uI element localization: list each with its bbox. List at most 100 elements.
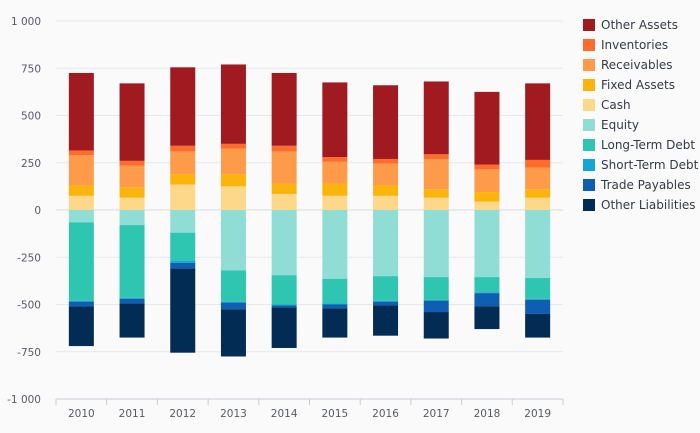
bar-segment-equity[interactable] — [525, 210, 551, 279]
bar-segment-short-term-debt[interactable] — [170, 261, 196, 263]
bar-segment-other-assets[interactable] — [373, 85, 399, 159]
bar-segment-receivables[interactable] — [423, 158, 449, 190]
bar-segment-other-assets[interactable] — [68, 72, 94, 151]
bar-segment-inventories[interactable] — [170, 145, 196, 152]
bar-segment-short-term-debt[interactable] — [68, 300, 94, 302]
bar-segment-short-term-debt[interactable] — [271, 304, 297, 306]
bar-segment-receivables[interactable] — [373, 163, 399, 186]
bar-segment-fixed-assets[interactable] — [119, 187, 145, 198]
bar-segment-short-term-debt[interactable] — [474, 292, 500, 294]
legend-item-cash[interactable]: Cash — [583, 98, 631, 112]
bar-segment-equity[interactable] — [373, 210, 399, 277]
bar-segment-fixed-assets[interactable] — [68, 185, 94, 196]
bar-segment-equity[interactable] — [322, 210, 348, 279]
bar-segment-trade-payables[interactable] — [220, 302, 246, 310]
bar-segment-long-term-debt[interactable] — [68, 222, 94, 301]
bar-segment-inventories[interactable] — [119, 160, 145, 166]
legend-item-equity[interactable]: Equity — [583, 118, 639, 132]
legend[interactable]: Other Assets Inventories Receivables Fixed … — [583, 18, 699, 212]
bar-segment-inventories[interactable] — [220, 143, 246, 149]
bar-segment-other-assets[interactable] — [474, 91, 500, 165]
bar-segment-other-liabilities[interactable] — [220, 309, 246, 357]
bar-segment-inventories[interactable] — [474, 164, 500, 170]
bar-segment-trade-payables[interactable] — [170, 262, 196, 269]
legend-item-inventories[interactable]: Inventories — [583, 38, 668, 52]
bar-segment-equity[interactable] — [170, 210, 196, 233]
bar-segment-short-term-debt[interactable] — [423, 299, 449, 301]
bar-segment-equity[interactable] — [68, 210, 94, 223]
bar-segment-receivables[interactable] — [525, 167, 551, 190]
bar-segment-fixed-assets[interactable] — [525, 189, 551, 198]
bar-segment-long-term-debt[interactable] — [525, 278, 551, 299]
bar-segment-equity[interactable] — [119, 210, 145, 226]
bar-segment-trade-payables[interactable] — [322, 304, 348, 309]
legend-item-trade-payables[interactable]: Trade Payables — [583, 178, 691, 192]
bar-segment-receivables[interactable] — [322, 161, 348, 184]
legend-item-other-liabilities[interactable]: Other Liabilities — [583, 198, 696, 212]
bar-segment-cash[interactable] — [525, 197, 551, 210]
legend-item-receivables[interactable]: Receivables — [583, 58, 673, 72]
bar-segment-short-term-debt[interactable] — [119, 297, 145, 299]
bar-segment-receivables[interactable] — [119, 165, 145, 188]
bar-segment-cash[interactable] — [423, 197, 449, 210]
bar-segment-other-assets[interactable] — [119, 83, 145, 161]
bar-segment-cash[interactable] — [474, 201, 500, 210]
bar-segment-long-term-debt[interactable] — [220, 270, 246, 302]
bar-segment-cash[interactable] — [271, 193, 297, 210]
bar-segment-receivables[interactable] — [220, 148, 246, 175]
bar-segment-trade-payables[interactable] — [68, 301, 94, 307]
legend-item-fixed-assets[interactable]: Fixed Assets — [583, 78, 675, 92]
bar-segment-other-assets[interactable] — [170, 67, 196, 146]
bar-segment-receivables[interactable] — [474, 169, 500, 193]
bar-segment-fixed-assets[interactable] — [322, 183, 348, 196]
bar-segment-long-term-debt[interactable] — [322, 278, 348, 304]
bar-segment-inventories[interactable] — [322, 157, 348, 162]
bar-segment-other-liabilities[interactable] — [119, 303, 145, 338]
bar-segment-short-term-debt[interactable] — [322, 303, 348, 305]
bar-segment-long-term-debt[interactable] — [271, 275, 297, 305]
bar-segment-receivables[interactable] — [68, 155, 94, 186]
bar-segment-long-term-debt[interactable] — [119, 225, 145, 298]
bar-segment-trade-payables[interactable] — [271, 305, 297, 308]
bar-segment-fixed-assets[interactable] — [170, 174, 196, 185]
bar-segment-other-liabilities[interactable] — [373, 305, 399, 336]
bar-segment-equity[interactable] — [271, 210, 297, 276]
bar-segment-trade-payables[interactable] — [525, 299, 551, 314]
bar-segment-cash[interactable] — [220, 186, 246, 210]
bar-segment-other-liabilities[interactable] — [322, 308, 348, 338]
bar-segment-short-term-debt[interactable] — [525, 298, 551, 300]
bar-segment-fixed-assets[interactable] — [373, 185, 399, 196]
legend-item-other-assets[interactable]: Other Assets — [583, 18, 678, 32]
bar-segment-long-term-debt[interactable] — [474, 277, 500, 293]
legend-item-long-term-debt[interactable]: Long-Term Debt — [583, 138, 695, 152]
bar-segment-other-assets[interactable] — [525, 83, 551, 160]
bar-segment-equity[interactable] — [423, 210, 449, 278]
bar-segment-cash[interactable] — [68, 195, 94, 210]
bar-segment-short-term-debt[interactable] — [373, 300, 399, 302]
bar-segment-fixed-assets[interactable] — [220, 174, 246, 187]
bar-segment-other-liabilities[interactable] — [170, 268, 196, 353]
bar-segment-inventories[interactable] — [525, 159, 551, 168]
bar-segment-other-assets[interactable] — [271, 72, 297, 146]
bar-segment-other-assets[interactable] — [322, 82, 348, 158]
bar-segment-trade-payables[interactable] — [423, 300, 449, 313]
bar-segment-other-liabilities[interactable] — [474, 306, 500, 330]
bar-segment-other-liabilities[interactable] — [525, 313, 551, 338]
bar-segment-receivables[interactable] — [271, 151, 297, 184]
bar-segment-equity[interactable] — [474, 210, 500, 278]
bar-segment-inventories[interactable] — [373, 158, 399, 164]
bar-segment-other-liabilities[interactable] — [271, 307, 297, 348]
bar-segment-cash[interactable] — [119, 197, 145, 210]
bar-segment-long-term-debt[interactable] — [170, 232, 196, 262]
bar-segment-other-assets[interactable] — [220, 64, 246, 144]
bar-segment-trade-payables[interactable] — [474, 293, 500, 307]
bar-segment-long-term-debt[interactable] — [423, 277, 449, 300]
bar-segment-other-assets[interactable] — [423, 81, 449, 155]
bar-segment-fixed-assets[interactable] — [423, 189, 449, 198]
bar-segment-equity[interactable] — [220, 210, 246, 271]
bar-segment-fixed-assets[interactable] — [271, 183, 297, 194]
bar-segment-long-term-debt[interactable] — [373, 276, 399, 301]
bar-segment-inventories[interactable] — [271, 145, 297, 152]
bar-segment-cash[interactable] — [373, 195, 399, 210]
bar-segment-cash[interactable] — [322, 195, 348, 210]
